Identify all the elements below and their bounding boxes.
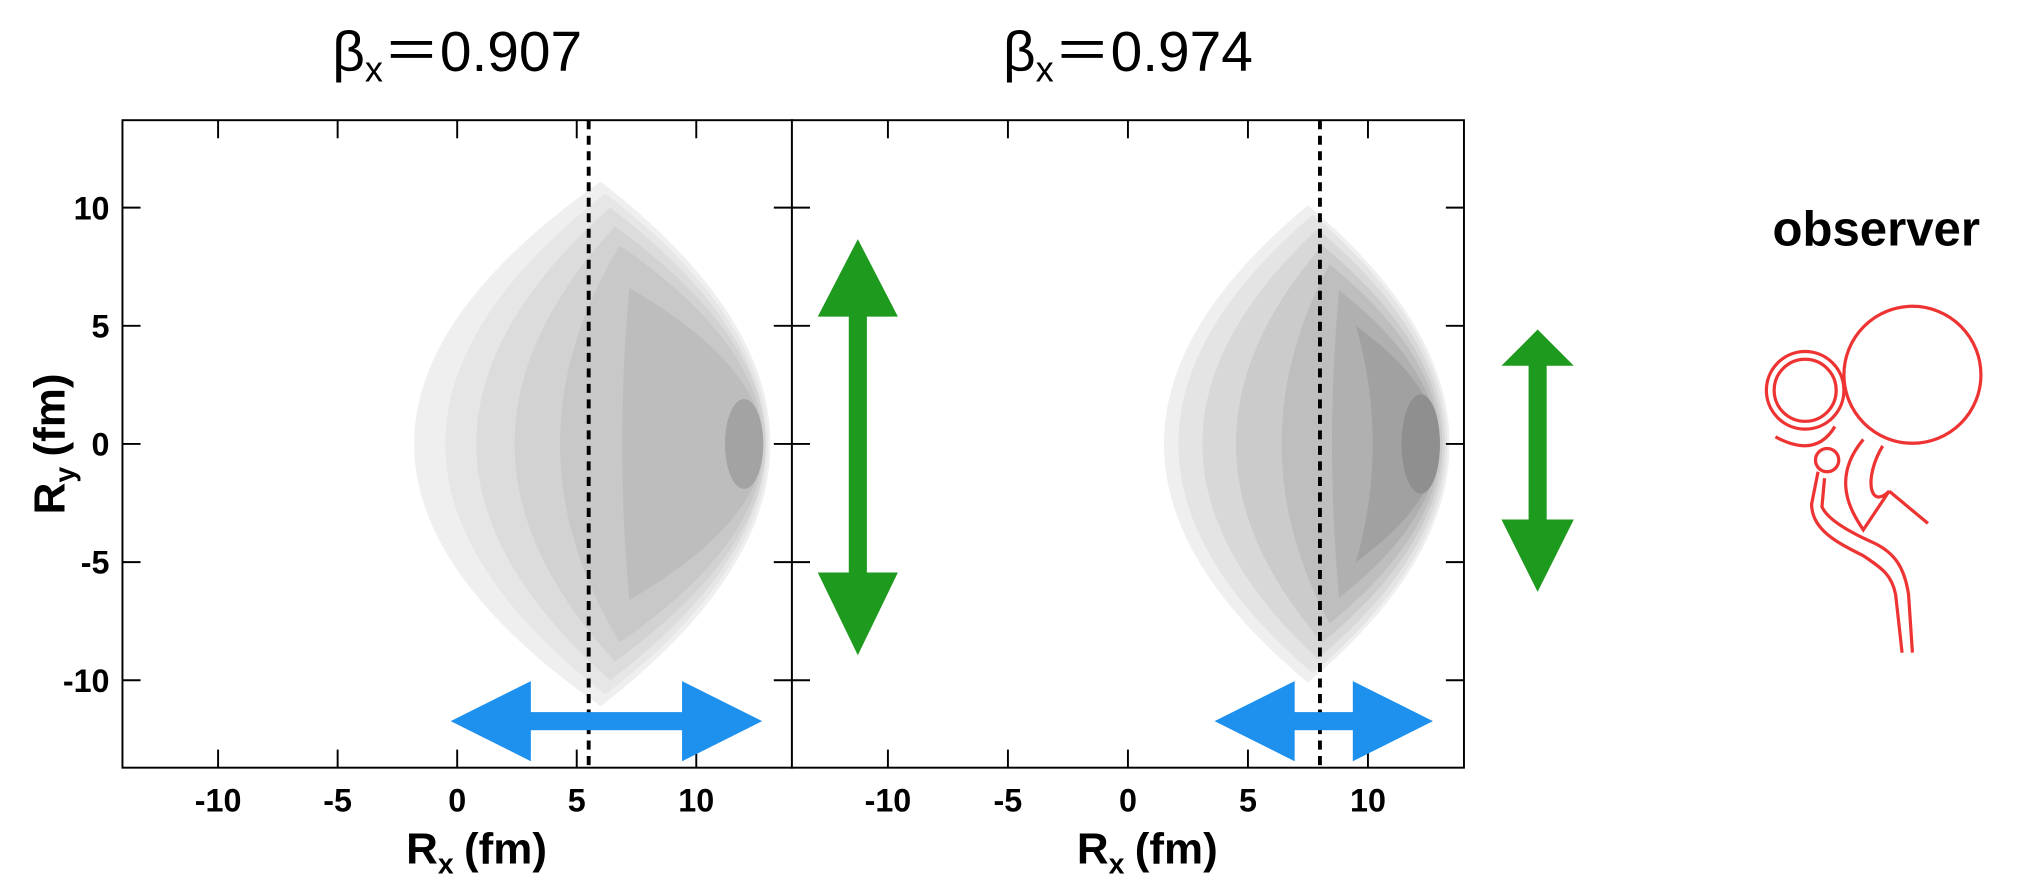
y-label-symbol: R [25,483,74,515]
y-axis-label: Ry (fm) [25,374,81,515]
title-symbol: β [332,21,365,84]
title-symbol: β [1003,21,1036,84]
panel-title: βx＝0.974 [1003,21,1253,89]
contour-level [622,287,764,600]
x-tick-label: 0 [1119,783,1137,819]
y-tick-label: 10 [74,190,110,226]
blue-arrow [1214,681,1433,762]
y-tick-label: -5 [81,545,110,581]
y-label-unit: (fm) [25,374,74,457]
x-tick-label: 0 [448,783,466,819]
x-label-subscript: x [1109,849,1125,881]
observer-label: observer [1773,203,1980,257]
contour-core [724,399,764,489]
x-tick-label: 5 [1239,783,1257,819]
x-tick-label: 10 [1350,783,1386,819]
arrow-shaft [1266,712,1382,731]
x-axis-label: Rx (fm) [406,824,547,880]
x-tick-label: -5 [323,783,352,819]
x-tick-label: 5 [568,783,586,819]
y-label-subscript: y [50,467,82,483]
contour-level [1355,325,1438,563]
arrow-shaft [502,712,711,731]
green-arrow [817,239,898,656]
arrow-head [1352,681,1433,762]
green-arrow [1501,329,1574,592]
x-label-symbol: R [1077,824,1109,873]
panel-title: βx＝0.907 [332,21,582,89]
x-label-subscript: x [438,849,454,881]
observer-figure [1764,304,1983,653]
y-tick-label: 0 [92,427,110,463]
arrow-head [1214,681,1295,762]
title-value: ＝0.974 [1054,21,1253,84]
arrow-head [450,681,531,762]
contour-core [1401,394,1440,494]
x-axis-label: Rx (fm) [1077,824,1218,880]
x-tick-label: -10 [865,783,912,819]
title-subscript: x [1036,48,1054,89]
title-subscript: x [365,48,383,89]
x-label-unit: (fm) [464,824,547,873]
x-label-unit: (fm) [1135,824,1218,873]
x-tick-label: -5 [994,783,1023,819]
blue-arrow [450,681,763,762]
y-tick-label: -10 [63,663,110,699]
arrow-head [682,681,763,762]
y-tick-label: 5 [92,308,110,344]
x-label-symbol: R [406,824,438,873]
x-tick-label: -10 [195,783,242,819]
x-tick-label: 10 [678,783,714,819]
title-value: ＝0.907 [383,21,582,84]
